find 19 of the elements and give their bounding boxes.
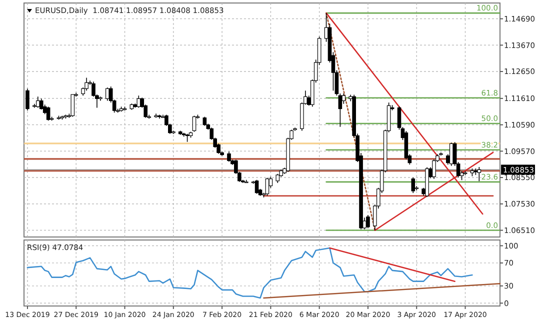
candlestick [227,151,231,162]
candlestick [136,95,141,108]
candlestick [202,116,207,126]
candlestick [276,174,280,184]
candlestick [26,88,30,111]
candlestick [36,96,40,108]
candlestick [105,87,110,102]
candlestick [70,94,75,118]
candlestick [84,77,88,92]
candlestick [46,106,50,122]
candlestick [265,177,270,196]
candlestick [192,115,196,132]
candlestick [154,113,158,118]
candlestick [449,142,454,166]
candlestick [477,166,482,182]
candlestick [254,179,259,194]
candlestick [39,98,44,110]
candlestick [366,214,370,228]
candlestick [411,177,416,194]
